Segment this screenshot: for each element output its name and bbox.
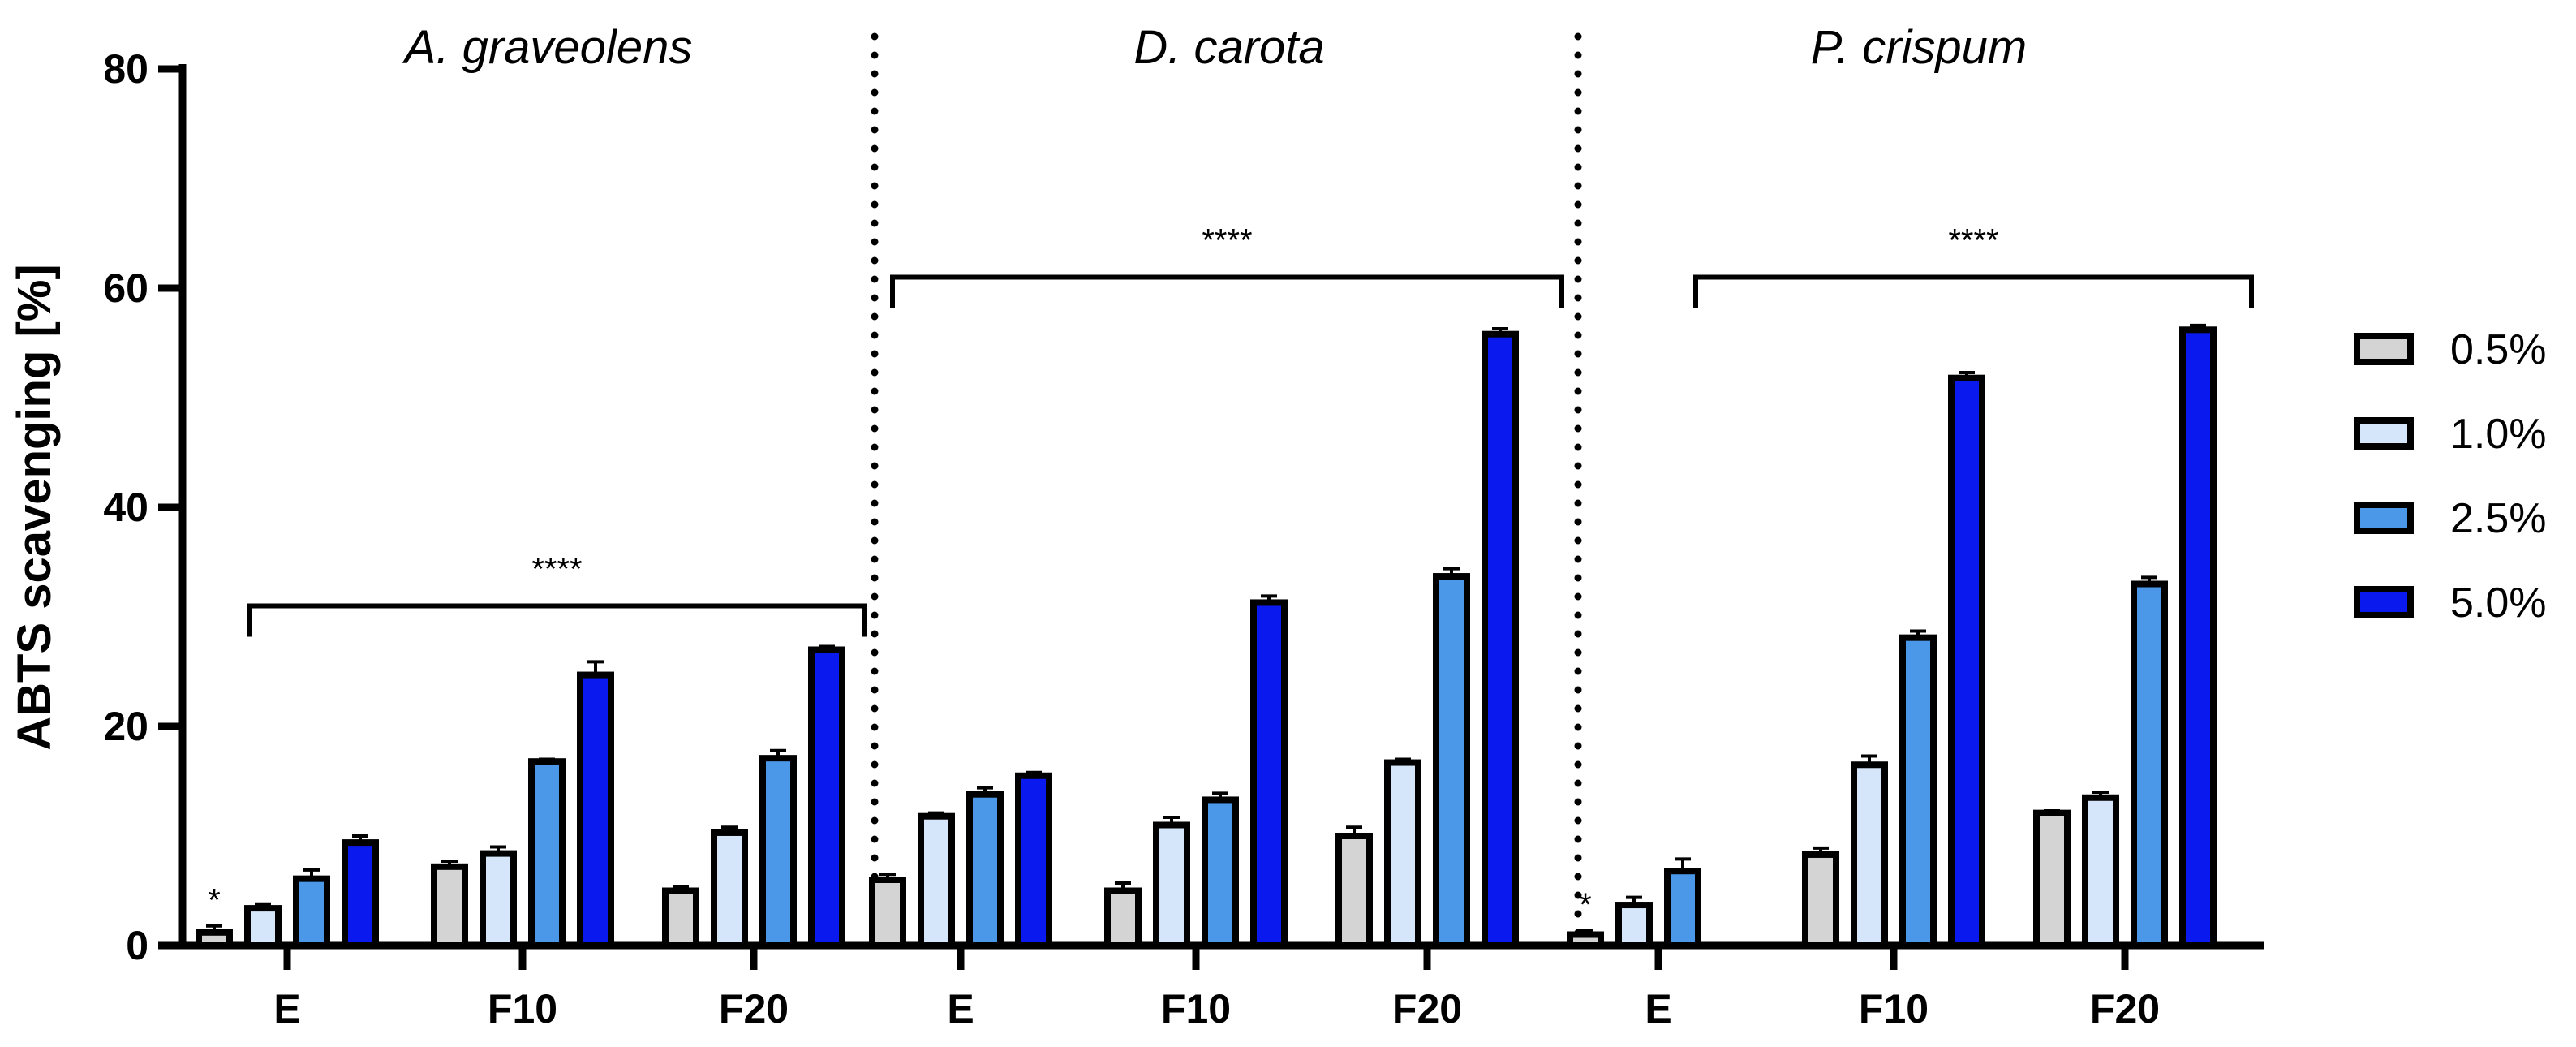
bar xyxy=(869,877,906,949)
bar xyxy=(1202,796,1239,950)
bar xyxy=(759,755,797,950)
x-tick-label: F20 xyxy=(1392,986,1462,1032)
bar xyxy=(1851,761,1888,949)
significance-mark: * xyxy=(208,883,221,919)
legend-swatch xyxy=(2354,417,2414,450)
bar xyxy=(528,758,566,950)
bar-group-F10: F10 xyxy=(1104,594,1288,1032)
legend-swatch xyxy=(2354,333,2414,365)
bar xyxy=(342,839,379,949)
bar xyxy=(2131,580,2168,949)
bar xyxy=(1015,772,1052,949)
bar xyxy=(1153,821,1190,949)
legend-item: 0.5% xyxy=(2354,326,2547,373)
legend-swatch xyxy=(2354,502,2414,534)
x-tick-label: E xyxy=(273,986,300,1032)
bar xyxy=(1567,931,1604,949)
significance-bracket: **** xyxy=(890,223,1564,308)
bar-group-F10: F10 xyxy=(1802,370,1985,1032)
bar-group-E: E* xyxy=(196,834,379,1032)
bar xyxy=(1482,330,1519,949)
legend-label: 0.5% xyxy=(2450,326,2547,373)
bar xyxy=(711,829,748,949)
panel-title: A. graveolens xyxy=(402,21,693,74)
legend-label: 2.5% xyxy=(2450,495,2547,542)
bar xyxy=(1104,887,1142,949)
bar-group-E: E xyxy=(869,770,1052,1032)
bar xyxy=(577,671,614,949)
y-tick-label: 40 xyxy=(103,485,148,530)
x-tick-label: F10 xyxy=(1859,986,1929,1032)
legend: 0.5% 1.0% 2.5% 5.0% xyxy=(2354,326,2547,627)
y-tick-label: 80 xyxy=(103,46,148,92)
bracket-line xyxy=(1693,274,2254,308)
x-tick-label: E xyxy=(947,986,974,1032)
bar xyxy=(808,646,845,949)
x-tick-label: F10 xyxy=(488,986,557,1032)
bar xyxy=(2179,326,2217,949)
bar-group-F20: F20 xyxy=(2033,323,2217,1032)
bracket-stars: **** xyxy=(531,552,582,588)
bar xyxy=(1948,374,1985,949)
bar xyxy=(1433,573,1470,949)
bar xyxy=(2033,809,2071,950)
y-tick-label: 20 xyxy=(103,704,148,749)
bar xyxy=(1664,868,1701,949)
panel-title: D. carota xyxy=(1133,21,1324,74)
bar xyxy=(662,887,699,949)
legend-swatch xyxy=(2354,586,2414,618)
legend-item: 5.0% xyxy=(2354,580,2547,627)
bar-group-E: E* xyxy=(1567,857,1701,1032)
x-tick-label: F20 xyxy=(719,986,789,1032)
legend-item: 1.0% xyxy=(2354,411,2547,458)
significance-bracket: **** xyxy=(1693,223,2254,308)
legend-label: 5.0% xyxy=(2450,580,2547,627)
significance-mark: * xyxy=(1579,887,1592,923)
bar xyxy=(1899,634,1937,950)
bar xyxy=(244,905,282,949)
y-tick-label: 60 xyxy=(103,265,148,311)
significance-bracket: **** xyxy=(247,552,867,637)
bar xyxy=(196,929,233,950)
bracket-stars: **** xyxy=(1948,223,1998,259)
bar xyxy=(480,850,517,949)
y-tick-label: 0 xyxy=(126,923,148,968)
bar xyxy=(1384,759,1421,949)
bar xyxy=(293,875,330,950)
bar-group-F20: F20 xyxy=(1335,326,1519,1032)
bar xyxy=(1250,599,1288,949)
bar xyxy=(1802,851,1839,949)
bar xyxy=(2082,794,2119,949)
bracket-line xyxy=(890,274,1564,308)
bar-group-F20: F20 xyxy=(662,644,845,1032)
panel-title: P. crispum xyxy=(1811,21,2027,74)
panel-1: D. carota E F10 F20 **** xyxy=(869,21,1564,1032)
x-tick-label: E xyxy=(1645,986,1671,1032)
bar xyxy=(1335,833,1373,949)
y-axis-title: ABTS scavenging [%] xyxy=(8,264,61,750)
bar xyxy=(918,812,955,950)
bracket-line xyxy=(247,603,867,637)
bar-group-F10: F10 xyxy=(431,660,614,1032)
legend-label: 1.0% xyxy=(2450,411,2547,458)
bar xyxy=(1615,902,1653,950)
legend-item: 2.5% xyxy=(2354,495,2547,542)
bracket-stars: **** xyxy=(1202,223,1252,259)
x-tick-label: F20 xyxy=(2090,986,2160,1032)
bar xyxy=(431,863,468,950)
bar xyxy=(966,791,1004,950)
x-tick-label: F10 xyxy=(1161,986,1231,1032)
